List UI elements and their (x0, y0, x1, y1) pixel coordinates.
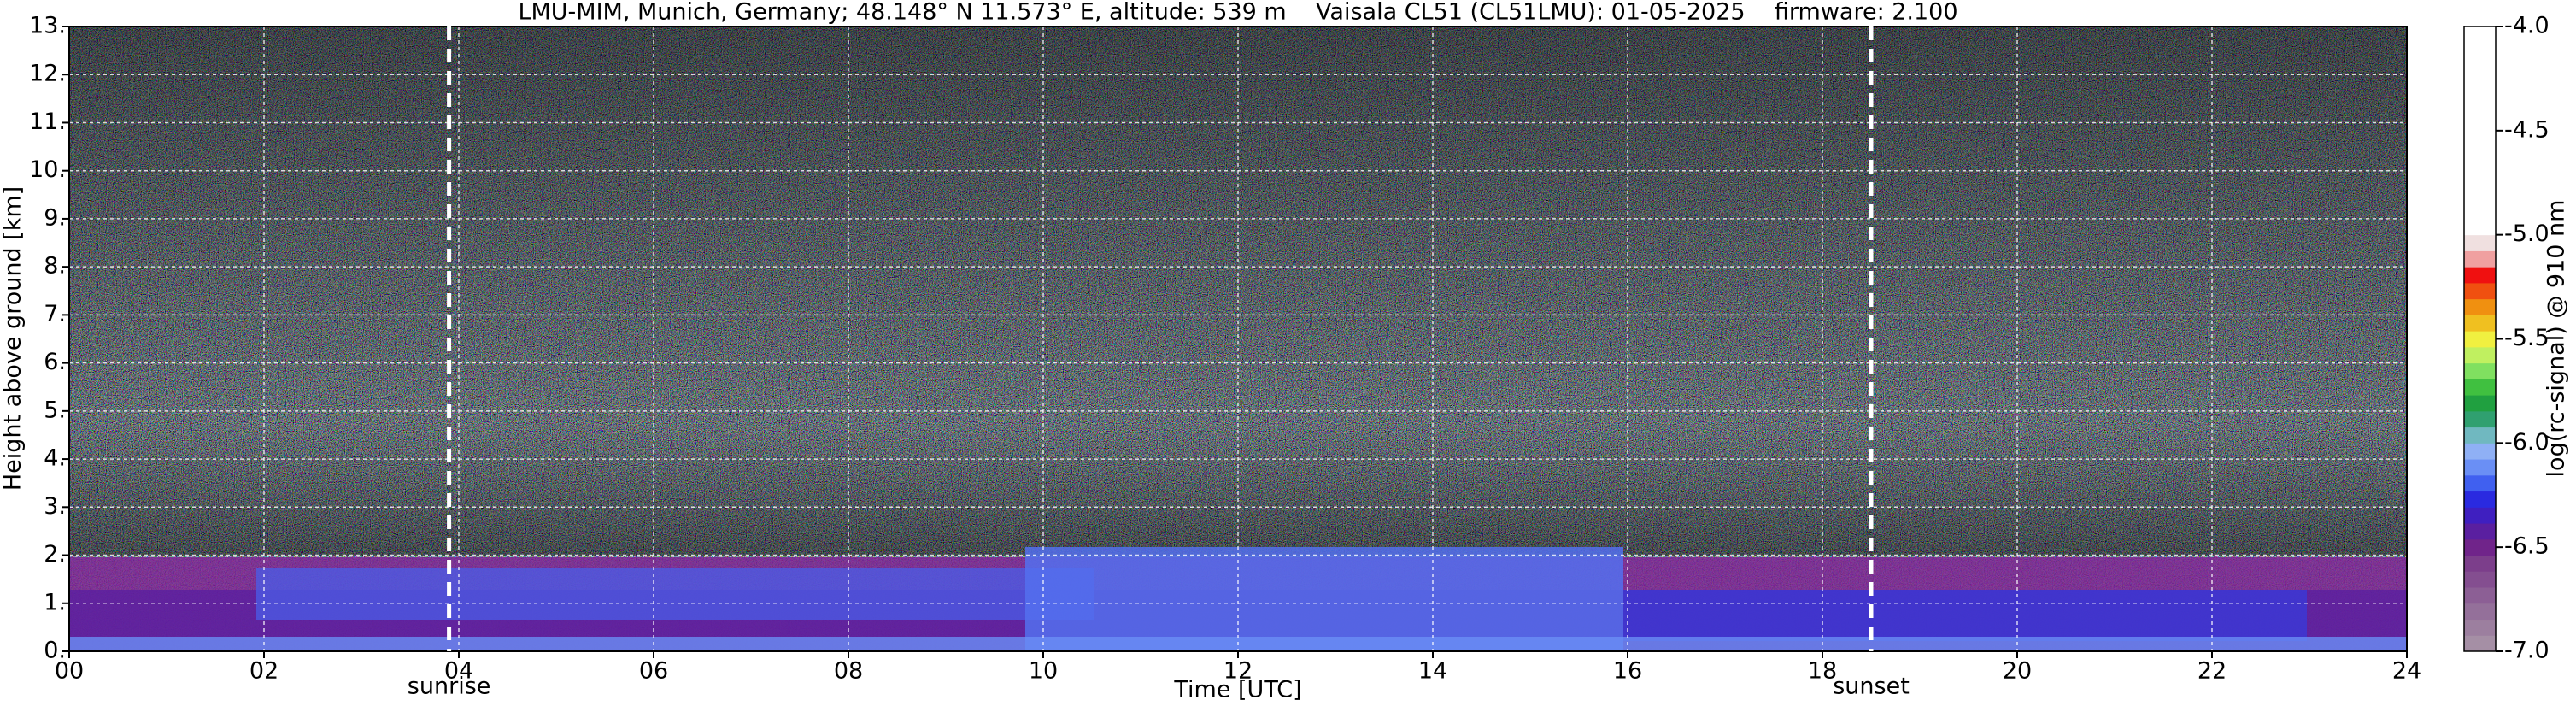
colorbar-swatch (2464, 362, 2496, 379)
colorbar-swatch (2464, 346, 2496, 364)
y-tick-label: 1. (44, 589, 66, 615)
colorbar-swatch (2464, 298, 2496, 315)
y-tick-label: 13. (29, 13, 66, 39)
colorbar-tick-label: -7.0 (2504, 638, 2550, 664)
x-axis-label: Time [UTC] (1173, 677, 1301, 703)
colorbar-swatch (2464, 635, 2496, 652)
x-tick-label: 02 (249, 658, 279, 685)
y-tick-label: 2. (44, 541, 66, 568)
colorbar-tick-label: -6.5 (2504, 533, 2550, 560)
x-tick-label: 00 (55, 658, 84, 685)
y-tick-label: 0. (44, 638, 66, 664)
y-tick-label: 6. (44, 349, 66, 375)
plot-frame (68, 26, 2408, 652)
colorbar-swatch (2464, 555, 2496, 572)
y-tick-label: 9. (44, 204, 66, 231)
y-tick-label: 3. (44, 493, 66, 520)
colorbar-swatch (2464, 603, 2496, 621)
colorbar-label: log(rc-signal) @ 910 nm (2544, 200, 2570, 478)
x-tick-label: 14 (1418, 658, 1447, 685)
colorbar-swatch (2464, 523, 2496, 540)
colorbar-swatch (2464, 234, 2496, 251)
colorbar-swatch (2464, 507, 2496, 524)
x-tick-label: 20 (2003, 658, 2032, 685)
colorbar-tick-label: -6.0 (2504, 429, 2550, 456)
colorbar-swatch (2464, 379, 2496, 396)
colorbar-swatch (2464, 331, 2496, 348)
y-tick-label: 11. (29, 109, 66, 135)
x-tick-label: 22 (2198, 658, 2227, 685)
colorbar-swatch (2464, 315, 2496, 332)
y-axis-label: Height above ground [km] (0, 186, 26, 491)
x-tick-label: 08 (834, 658, 863, 685)
x-tick-label: 18 (1808, 658, 1837, 685)
heatmap-image (69, 26, 2407, 651)
colorbar-swatch (2464, 459, 2496, 476)
colorbar-tick-label: -5.0 (2504, 221, 2550, 247)
colorbar-swatch (2464, 443, 2496, 460)
colorbar-swatch (2464, 491, 2496, 508)
x-tick-label: 24 (2392, 658, 2421, 685)
colorbar-tick-label: -5.5 (2504, 325, 2550, 351)
annotation-label: sunrise (408, 674, 491, 700)
x-tick-label: 06 (639, 658, 668, 685)
colorbar-tick-label: -4.5 (2504, 116, 2550, 143)
y-tick-label: 4. (44, 445, 66, 472)
colorbar-tick-label: -4.0 (2504, 13, 2550, 39)
colorbar-swatch (2464, 267, 2496, 284)
colorbar-swatch (2464, 410, 2496, 428)
colorbar-swatch (2464, 427, 2496, 444)
x-tick-label: 16 (1613, 658, 1642, 685)
colorbar-swatch (2464, 282, 2496, 300)
y-tick-label: 8. (44, 253, 66, 279)
colorbar-swatch (2464, 395, 2496, 412)
annotation-label: sunset (1833, 674, 1910, 700)
x-tick-label: 04 (444, 658, 473, 685)
x-tick-label: 10 (1029, 658, 1058, 685)
x-tick-label: 12 (1223, 658, 1253, 685)
chart-title: LMU-MIM, Munich, Germany; 48.148° N 11.5… (518, 0, 1957, 26)
y-tick-label: 12. (29, 61, 66, 87)
colorbar-swatch (2464, 474, 2496, 492)
colorbar-swatch (2464, 619, 2496, 636)
colorbar-swatch (2464, 571, 2496, 588)
colorbar-swatch (2464, 250, 2496, 268)
y-tick-label: 7. (44, 301, 66, 327)
colorbar-swatch (2464, 538, 2496, 556)
colorbar-swatch (2464, 587, 2496, 604)
colorbar-swatch (2464, 26, 2496, 236)
y-tick-label: 10. (29, 156, 66, 183)
y-tick-label: 5. (44, 397, 66, 423)
